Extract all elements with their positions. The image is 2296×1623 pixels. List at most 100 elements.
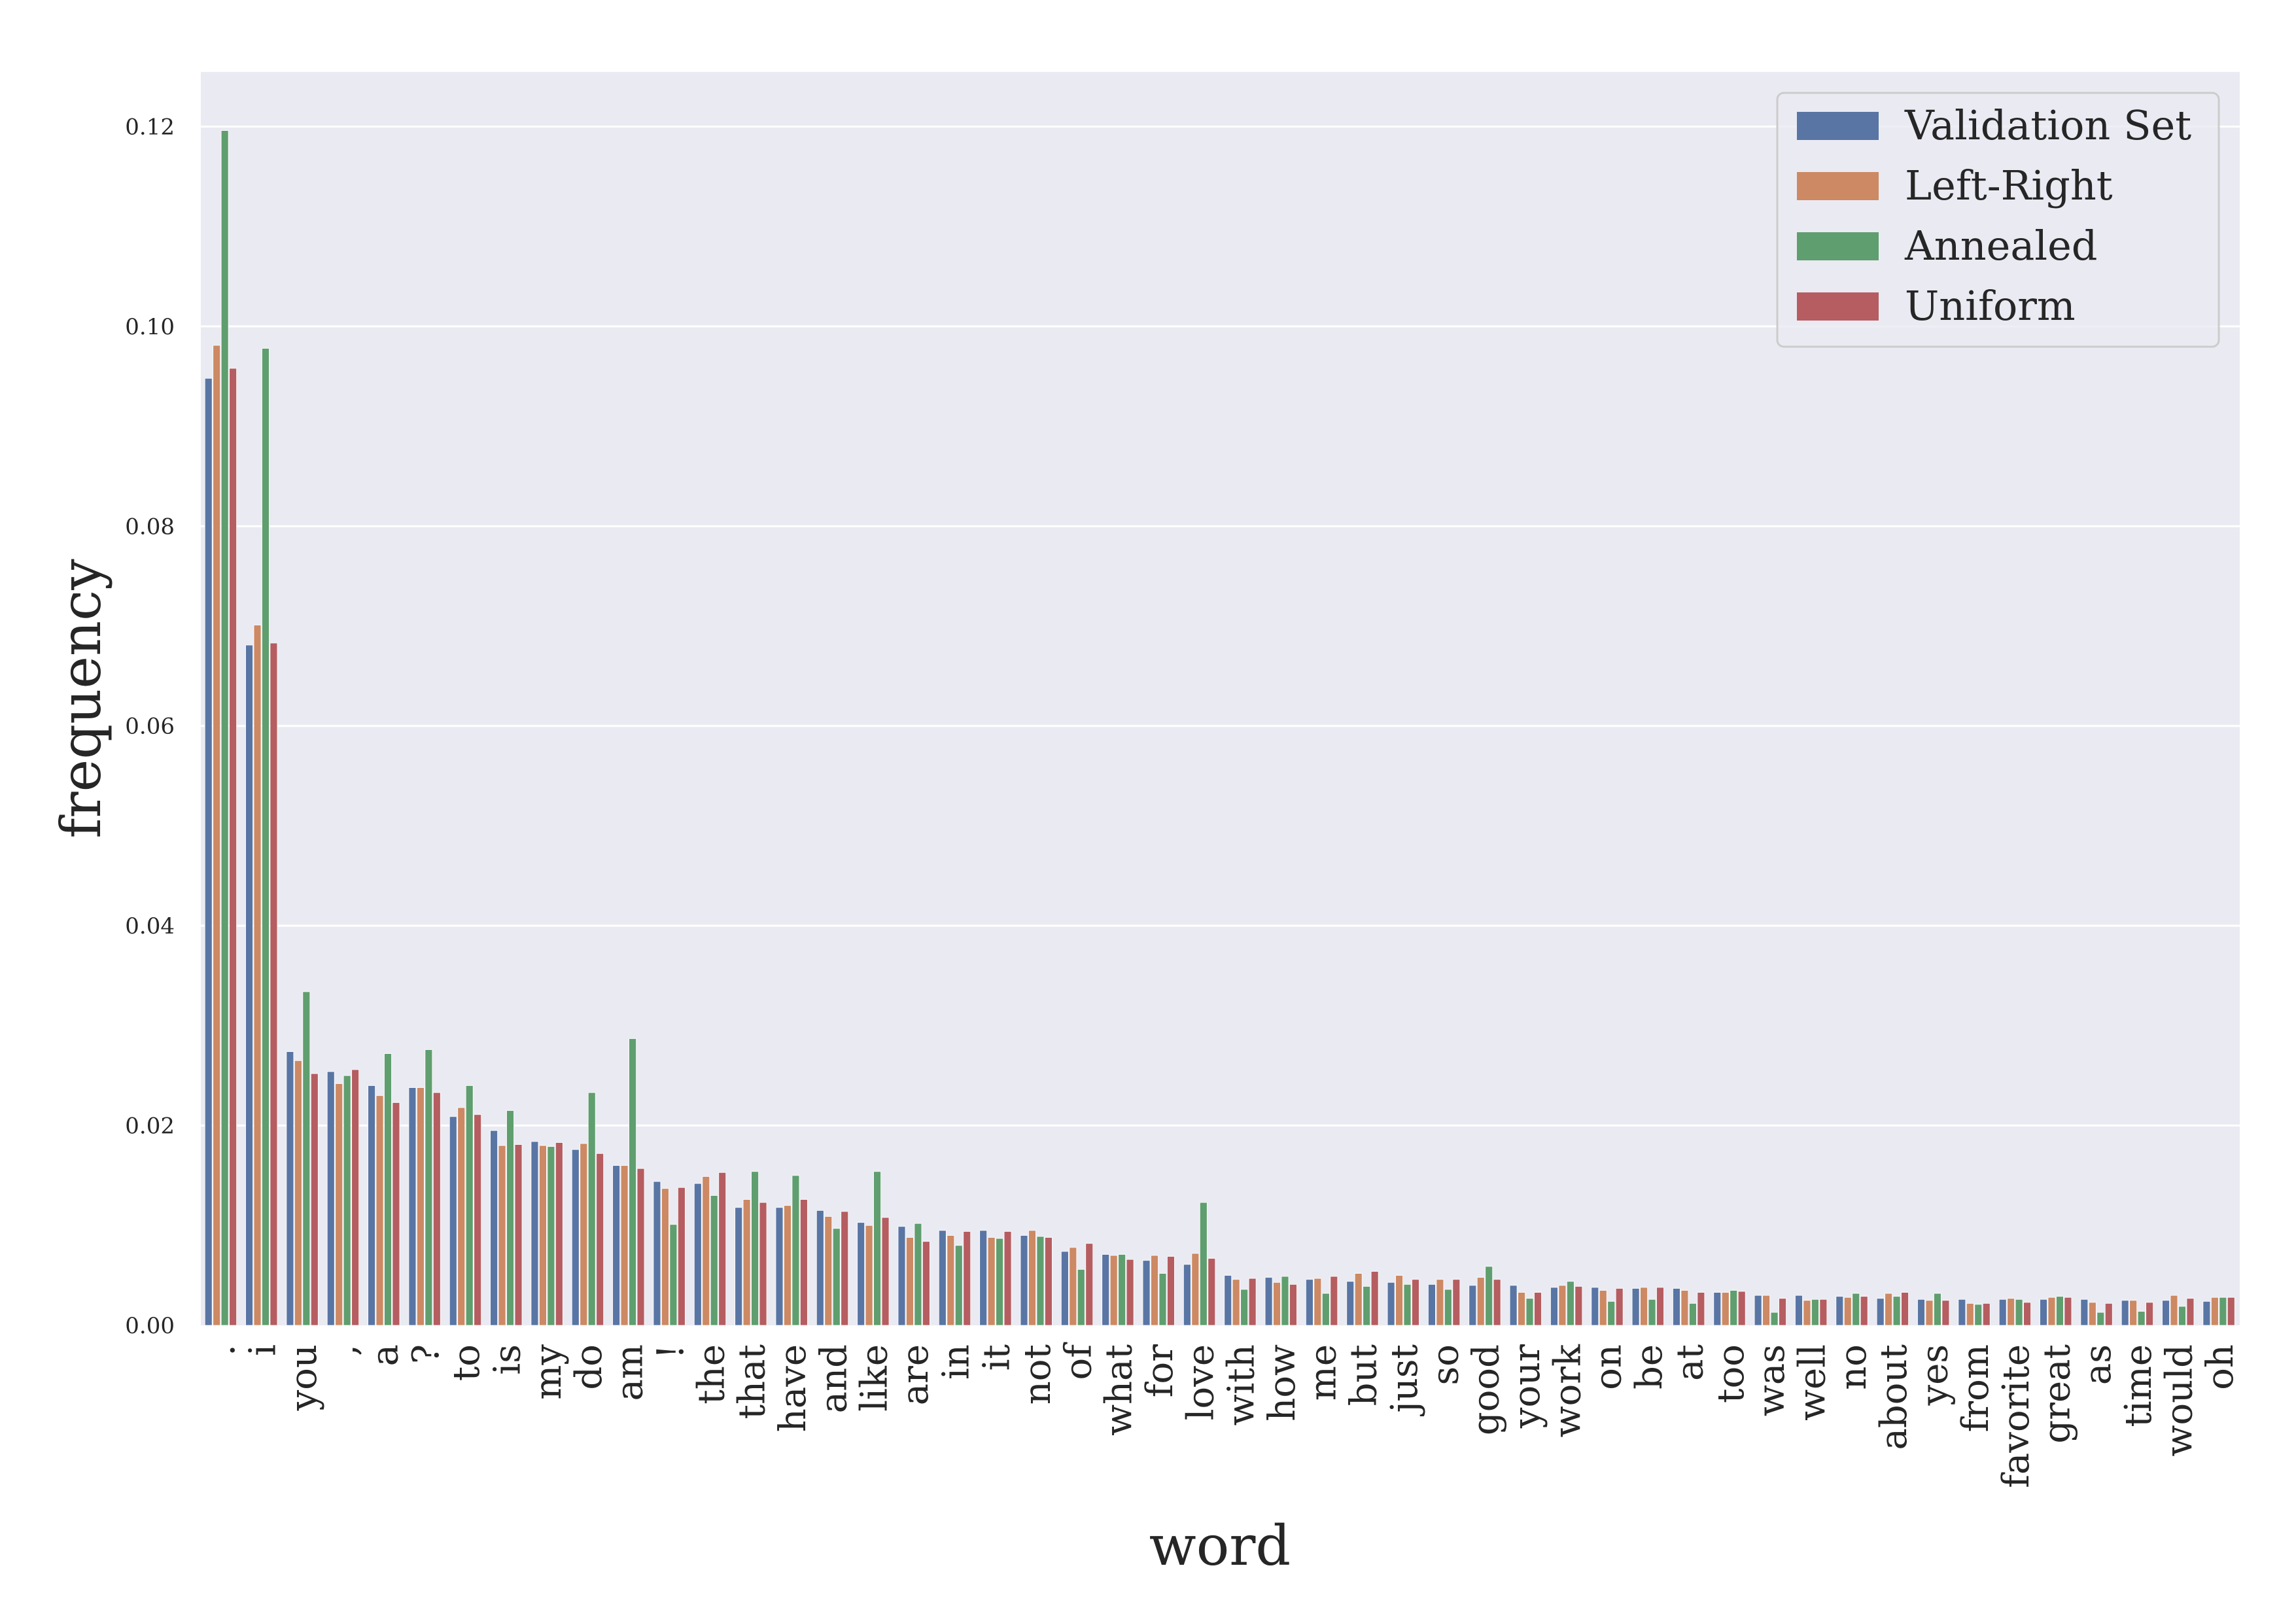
- y-tick-label: 0.04: [125, 913, 175, 939]
- bar: [457, 1107, 466, 1326]
- bar: [1631, 1288, 1640, 1326]
- bar: [490, 1130, 498, 1326]
- bars: [204, 130, 2235, 1326]
- bar: [1436, 1279, 1444, 1326]
- bar: [1363, 1286, 1371, 1326]
- x-tick-label: good: [1465, 1344, 1508, 1435]
- bar: [514, 1144, 523, 1326]
- bar: [1599, 1290, 1607, 1326]
- bar: [612, 1165, 621, 1326]
- bar: [506, 1110, 514, 1326]
- bar: [1803, 1300, 1811, 1326]
- bar: [1370, 1271, 1379, 1326]
- bar: [1754, 1295, 1762, 1326]
- bar: [432, 1092, 441, 1326]
- bar: [1142, 1260, 1151, 1326]
- y-tick-label: 0.10: [125, 314, 175, 340]
- x-tick-label: work: [1546, 1344, 1589, 1437]
- bar: [881, 1217, 890, 1326]
- y-axis-label: frequency: [49, 559, 113, 839]
- bar: [1264, 1277, 1273, 1326]
- bar: [1835, 1296, 1844, 1326]
- bar: [1509, 1285, 1518, 1326]
- legend-swatch: [1797, 112, 1879, 140]
- y-tick-label: 0.02: [125, 1113, 175, 1140]
- x-tick-label: be: [1628, 1344, 1671, 1389]
- bar: [1925, 1300, 1934, 1326]
- legend-swatch: [1797, 172, 1879, 200]
- bar: [1648, 1299, 1656, 1326]
- bar: [1958, 1299, 1966, 1326]
- x-tick-label: me: [1302, 1344, 1344, 1401]
- bar: [1321, 1293, 1330, 1326]
- x-tick-label: so: [1424, 1344, 1467, 1385]
- bar: [1730, 1290, 1738, 1326]
- bar: [718, 1172, 727, 1326]
- bar: [857, 1222, 865, 1326]
- legend: Validation Set Left-Right Annealed Uniform: [1776, 92, 2220, 348]
- x-tick-label: not: [1017, 1344, 1059, 1405]
- bar: [1273, 1282, 1281, 1326]
- bar: [2015, 1299, 2023, 1326]
- x-tick-labels: .iyou,a?toismydoam!thethathaveandlikeare…: [201, 1342, 2242, 1488]
- bar: [1102, 1254, 1110, 1326]
- x-tick-label: no: [1832, 1344, 1875, 1390]
- x-tick-label: have: [772, 1344, 814, 1432]
- bar: [2146, 1302, 2153, 1326]
- bar: [1158, 1273, 1167, 1326]
- bar: [580, 1143, 588, 1326]
- x-tick-label: it: [976, 1344, 1018, 1371]
- bar: [906, 1237, 914, 1326]
- bar: [1680, 1290, 1689, 1326]
- bar: [1208, 1258, 1216, 1326]
- legend-swatch: [1797, 292, 1879, 321]
- bar: [474, 1114, 482, 1326]
- bar: [1313, 1278, 1322, 1326]
- bar: [1020, 1235, 1028, 1326]
- bar: [2007, 1298, 2015, 1326]
- bar: [498, 1145, 506, 1326]
- bar: [253, 625, 262, 1326]
- x-tick-label: on: [1588, 1344, 1630, 1390]
- bar: [2096, 1312, 2105, 1326]
- bar: [1525, 1298, 1534, 1326]
- legend-label: Uniform: [1905, 282, 2076, 330]
- x-tick-label: .: [201, 1344, 243, 1356]
- x-tick-label: you: [283, 1344, 325, 1411]
- bar: [2056, 1296, 2064, 1326]
- bar: [2202, 1300, 2211, 1326]
- bar: [1077, 1269, 1085, 1326]
- bar: [1998, 1299, 2007, 1326]
- bar: [636, 1168, 645, 1326]
- y-tick-label: 0.12: [125, 114, 175, 140]
- bar: [914, 1223, 922, 1326]
- bar: [1673, 1288, 1680, 1326]
- bar: [1412, 1279, 1419, 1326]
- x-tick-label: favorite: [1995, 1344, 2038, 1488]
- bar: [816, 1210, 824, 1326]
- bar: [2088, 1302, 2096, 1326]
- bar: [417, 1087, 425, 1326]
- bar: [791, 1175, 800, 1326]
- bar: [1558, 1285, 1567, 1326]
- bar: [947, 1235, 955, 1326]
- x-tick-label: from: [1955, 1344, 1997, 1432]
- bar: [1534, 1292, 1542, 1326]
- bar: [1003, 1231, 1012, 1326]
- bar: [1795, 1295, 1803, 1326]
- x-tick-label: oh: [2199, 1344, 2242, 1390]
- bar: [751, 1171, 759, 1326]
- x-tick-label: the: [690, 1344, 733, 1405]
- bar: [2170, 1295, 2178, 1326]
- bar: [742, 1199, 751, 1326]
- bar: [735, 1207, 743, 1326]
- bar: [245, 644, 253, 1326]
- legend-label: Annealed: [1904, 222, 2098, 270]
- bar: [1109, 1255, 1118, 1326]
- bar: [2227, 1297, 2235, 1326]
- bar: [1493, 1279, 1501, 1326]
- x-tick-label: at: [1669, 1344, 1711, 1381]
- x-tick-label: great: [2036, 1344, 2078, 1444]
- x-tick-label: am: [609, 1344, 652, 1401]
